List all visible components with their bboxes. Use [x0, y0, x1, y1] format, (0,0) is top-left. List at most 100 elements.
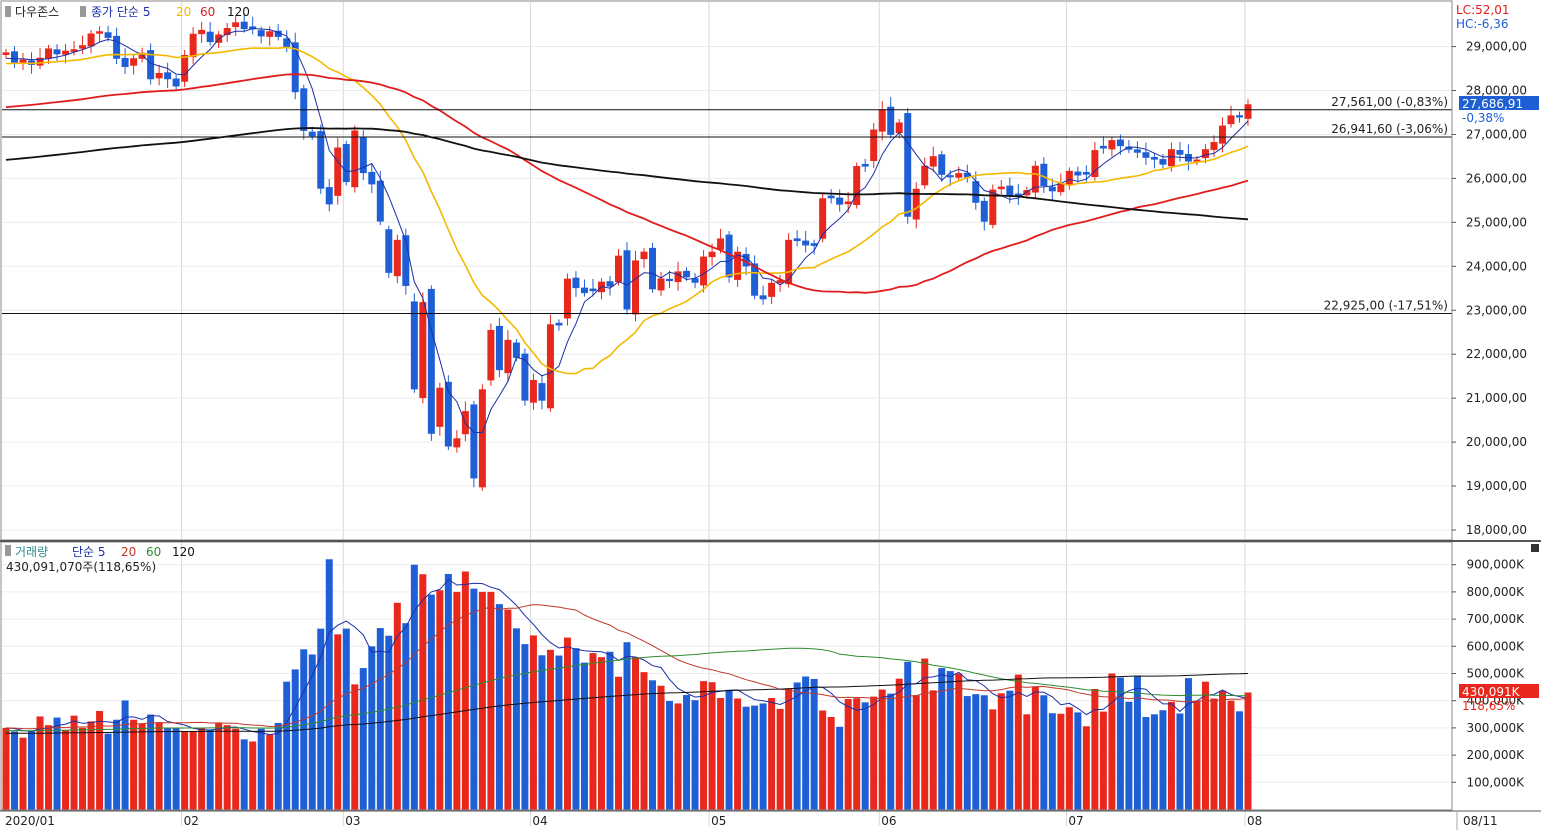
- candle-body: [113, 35, 121, 59]
- volume-bar: [147, 714, 155, 810]
- candle-body: [912, 188, 920, 220]
- candle-body: [819, 198, 827, 239]
- legend-ma5: 5: [143, 5, 151, 19]
- candle-body: [121, 57, 129, 67]
- close-panel-icon[interactable]: [1531, 544, 1539, 552]
- volume-bar: [181, 731, 189, 810]
- volume-bar: [1210, 698, 1218, 810]
- current-price-change: -0,38%: [1462, 111, 1504, 125]
- volume-bar: [946, 671, 954, 810]
- volume-bar: [1244, 692, 1252, 810]
- price-legend-series: 종가 단순 5: [91, 5, 150, 19]
- reference-line-label: 22,925,00 (-17,51%): [1324, 299, 1448, 313]
- volume-bar: [45, 725, 53, 810]
- vol-legend-ma20: 20: [121, 545, 136, 559]
- volume-bar: [521, 644, 529, 810]
- candle-body: [79, 45, 87, 49]
- candle-body: [419, 302, 427, 399]
- candle-body: [725, 234, 733, 278]
- price-tick-label: 23,000,00: [1466, 303, 1527, 317]
- volume-bar: [614, 676, 622, 810]
- volume-bar: [572, 648, 580, 810]
- volume-bar: [155, 722, 163, 810]
- candle-body: [1099, 145, 1107, 149]
- candle-body: [895, 122, 903, 134]
- candle-body: [19, 59, 27, 63]
- volume-bar: [53, 717, 61, 810]
- volume-bar: [1142, 717, 1150, 810]
- candle-body: [1040, 163, 1048, 187]
- candle-body: [657, 278, 665, 291]
- candle-body: [444, 381, 452, 447]
- volume-bar: [206, 730, 214, 810]
- price-tick-label: 20,000,00: [1466, 435, 1527, 449]
- volume-bar: [929, 690, 937, 810]
- volume-legend-series: 단순 5: [72, 545, 106, 559]
- volume-bar: [606, 651, 614, 810]
- candle-body: [181, 54, 189, 82]
- candle-body: [1023, 190, 1031, 196]
- candle-body: [351, 130, 359, 188]
- candle-body: [393, 239, 401, 277]
- volume-bar: [921, 658, 929, 810]
- candle-body: [487, 329, 495, 381]
- legend-marker-icon: [5, 545, 11, 556]
- candle-body: [844, 201, 852, 205]
- vol-legend-ma60: 60: [146, 545, 161, 559]
- volume-bar: [436, 590, 444, 810]
- candle-body: [130, 58, 138, 66]
- volume-bar: [317, 628, 325, 810]
- volume-bar: [683, 694, 691, 810]
- volume-bar: [623, 642, 631, 810]
- volume-bar: [597, 657, 605, 810]
- candle-body: [1244, 104, 1252, 119]
- volume-bar: [997, 693, 1005, 810]
- volume-bar: [529, 635, 537, 810]
- candle-body: [972, 181, 980, 203]
- volume-bar: [512, 628, 520, 810]
- candle-body: [1167, 149, 1175, 167]
- candle-body: [62, 50, 70, 55]
- candle-body: [683, 270, 691, 278]
- candle-body: [512, 342, 520, 358]
- volume-bar: [972, 694, 980, 810]
- candle-body: [249, 26, 257, 30]
- volume-bar: [334, 634, 342, 810]
- candle-body: [317, 131, 325, 189]
- volume-bar: [1176, 713, 1184, 810]
- volume-bar: [1108, 673, 1116, 810]
- candle-body: [555, 322, 563, 326]
- current-price-badge: [1459, 96, 1539, 110]
- candle-body: [1159, 159, 1167, 165]
- volume-tick-label: 700,000K: [1467, 612, 1526, 626]
- volume-bar: [1218, 690, 1226, 810]
- candle-body: [666, 278, 674, 282]
- price-ma-60-line: [5, 73, 1249, 294]
- volume-bar: [563, 637, 571, 810]
- current-volume-value: 430,091K: [1462, 685, 1521, 699]
- candle-body: [453, 438, 461, 448]
- candle-body: [436, 387, 444, 427]
- volume-bar: [427, 594, 435, 810]
- volume-legend-name: 거래량: [15, 545, 48, 559]
- candle-body: [223, 27, 231, 36]
- price-ma-5-line: [5, 28, 1249, 434]
- candle-body: [606, 281, 614, 287]
- candle-body: [155, 72, 163, 79]
- candle-body: [402, 235, 410, 286]
- candle-body: [861, 163, 869, 167]
- candle-body: [878, 109, 886, 132]
- volume-bar: [632, 657, 640, 810]
- legend-marker-icon: [80, 6, 86, 17]
- candle-body: [836, 197, 844, 205]
- candle-body: [504, 339, 512, 374]
- volume-bar: [895, 678, 903, 810]
- price-tick-label: 25,000,00: [1466, 215, 1527, 229]
- candle-body: [1048, 186, 1056, 192]
- reference-line-label: 27,561,00 (-0,83%): [1331, 95, 1448, 109]
- volume-bar: [674, 703, 682, 810]
- volume-bar: [1193, 700, 1201, 810]
- volume-bar: [844, 699, 852, 810]
- volume-bar: [19, 737, 27, 810]
- candle-body: [1193, 159, 1201, 162]
